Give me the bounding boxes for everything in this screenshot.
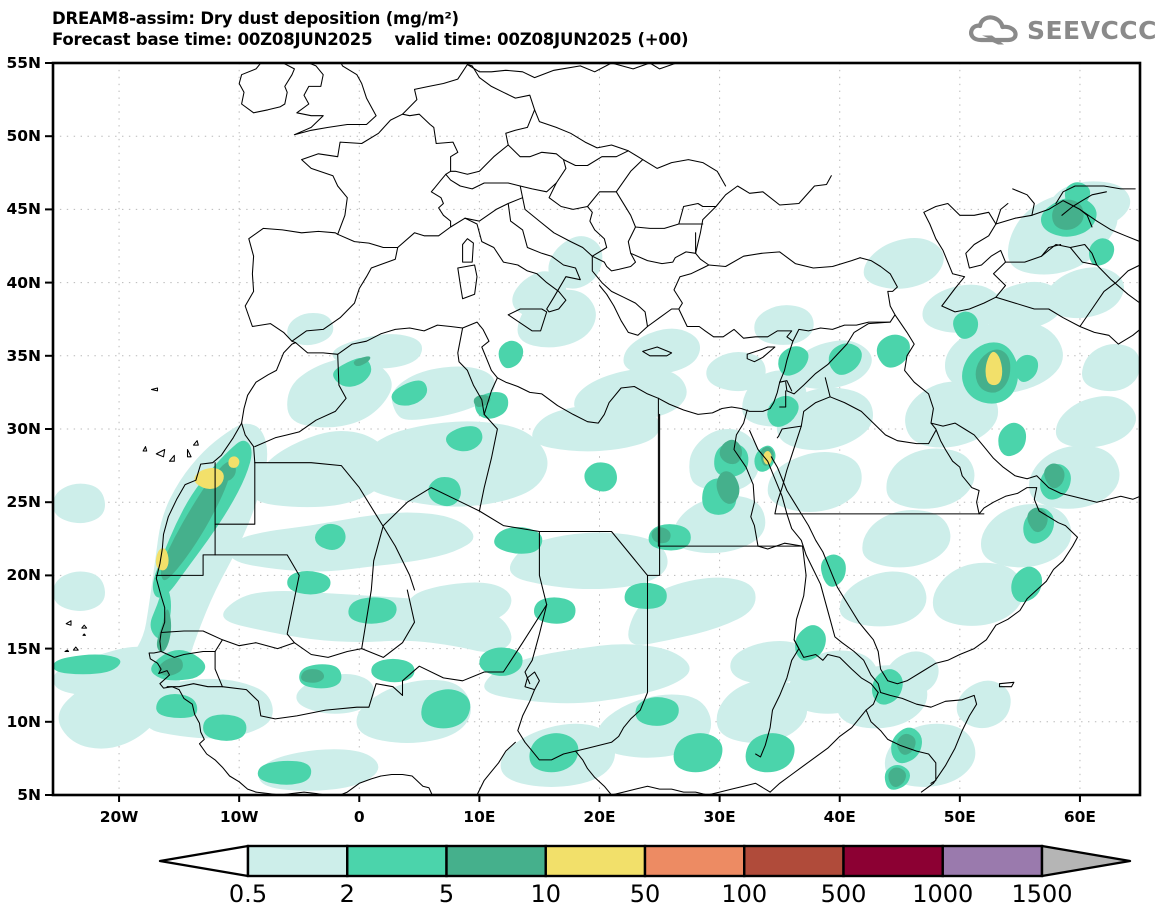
colorbar-label: 500 — [820, 880, 867, 908]
colorbar-band-5-10 — [445, 844, 547, 878]
y-tick-label: 30N — [6, 420, 41, 438]
colorbar-label: 0.5 — [228, 880, 268, 908]
figure-title-block: DREAM8-assim: Dry dust deposition (mg/m²… — [52, 8, 1012, 50]
seevccc-logo: SEEVCCC — [968, 10, 1157, 50]
colorbar-label: 100 — [721, 880, 768, 908]
x-tick-label: 30E — [703, 808, 736, 826]
x-tick-label: 60E — [1063, 808, 1097, 826]
colorbar-band-1000-1500 — [941, 844, 1044, 878]
colorbar-band-below-0.5 — [158, 844, 250, 878]
colorbar-band-2-5 — [346, 844, 448, 878]
y-tick-label: 5N — [17, 786, 41, 804]
colorbar-label: 5 — [438, 880, 455, 908]
x-tick-label: 40E — [823, 808, 856, 826]
colorbar-band-50-100 — [643, 844, 746, 878]
y-tick-label: 10N — [6, 712, 41, 731]
colorbar-label: 2 — [339, 880, 355, 908]
colorbar-band-above-1500 — [1040, 844, 1132, 878]
x-tick-label: 50E — [943, 808, 976, 826]
figure-title-line1: DREAM8-assim: Dry dust deposition (mg/m²… — [52, 9, 459, 28]
colorbar-label: 50 — [629, 880, 661, 908]
x-tick-label: 10W — [219, 808, 259, 826]
y-tick-label: 45N — [6, 200, 41, 219]
x-tick-label: 20E — [583, 808, 616, 826]
dust-deposition-field — [53, 181, 1140, 791]
colorbar-label: 1000 — [912, 880, 974, 908]
logo-wordmark: SEEVCCC — [1026, 15, 1157, 45]
colorbar-label: 1500 — [1011, 880, 1073, 908]
y-tick-label: 25N — [6, 493, 41, 512]
figure-title-line2: Forecast base time: 00Z08JUN2025 valid t… — [52, 30, 689, 49]
colorbar-band-100-500 — [743, 844, 845, 878]
colorbar-band-10-50 — [544, 844, 647, 878]
coastlines-and-borders — [64, 63, 1140, 795]
colorbar-label: 10 — [530, 880, 562, 908]
x-tick-label: 0 — [353, 808, 365, 826]
y-tick-label: 20N — [6, 566, 41, 585]
y-tick-label: 15N — [6, 639, 41, 658]
cloud-arrow-icon — [968, 15, 1018, 45]
y-tick-label: 55N — [6, 54, 41, 72]
axis-ticks — [45, 62, 1081, 802]
colorbar-band-0.5-2 — [246, 844, 349, 878]
y-tick-label: 50N — [6, 127, 41, 146]
colorbar-band-500-1000 — [842, 844, 944, 878]
x-tick-label: 10E — [463, 808, 496, 826]
x-tick-label: 20W — [99, 808, 139, 826]
y-tick-label: 40N — [6, 273, 41, 292]
colorbar — [158, 844, 1132, 878]
y-tick-label: 35N — [6, 346, 41, 365]
